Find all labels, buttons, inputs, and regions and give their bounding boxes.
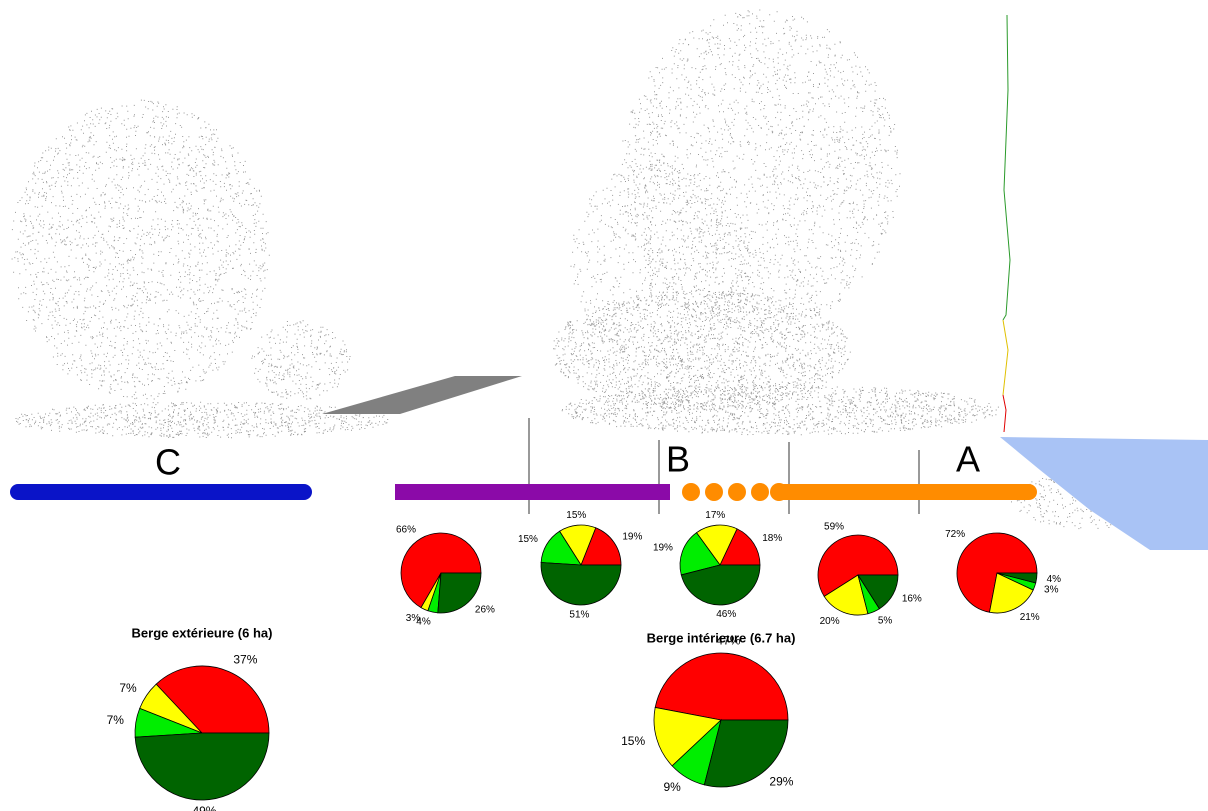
pie-slice bbox=[653, 706, 722, 767]
zone-label: B bbox=[666, 439, 690, 480]
pie-label: 16% bbox=[902, 594, 922, 605]
pie-slice bbox=[540, 562, 622, 606]
pie-label: 18% bbox=[762, 533, 782, 544]
pie-label: 17% bbox=[705, 510, 725, 521]
dot bbox=[770, 483, 788, 501]
pie-slice bbox=[400, 532, 482, 609]
pie-slice bbox=[823, 574, 869, 616]
pie-slice bbox=[989, 572, 1034, 614]
point-cloud bbox=[11, 9, 1190, 530]
pie-label: 37% bbox=[233, 653, 257, 667]
pie-label: 29% bbox=[769, 775, 793, 789]
pie-label: 15% bbox=[566, 510, 586, 521]
pie-slice bbox=[817, 534, 899, 597]
pie-slice bbox=[437, 572, 482, 614]
pie-label: 20% bbox=[820, 616, 840, 627]
pie-slice bbox=[654, 652, 789, 721]
pie-slice bbox=[680, 564, 761, 606]
pie-label: 19% bbox=[622, 532, 642, 543]
pie-label: 3% bbox=[406, 613, 421, 624]
pie-slice bbox=[679, 532, 721, 576]
road bbox=[322, 376, 522, 414]
zone-label: C bbox=[155, 442, 181, 483]
dot bbox=[705, 483, 723, 501]
pie-label: 9% bbox=[663, 780, 681, 794]
water bbox=[1000, 437, 1208, 550]
dot bbox=[682, 483, 700, 501]
pie-label: 4% bbox=[416, 617, 431, 628]
pie-slice bbox=[857, 574, 899, 610]
transition-dots bbox=[682, 483, 788, 501]
pie-label: 5% bbox=[878, 616, 893, 627]
pie-label: 15% bbox=[621, 734, 645, 748]
pie-label: 21% bbox=[1020, 612, 1040, 623]
profile-green bbox=[1002, 14, 1011, 321]
dot bbox=[751, 483, 769, 501]
pie-slice bbox=[719, 528, 761, 566]
pie-label: 46% bbox=[716, 609, 736, 620]
pie-label: 59% bbox=[824, 522, 844, 533]
pie-label: 15% bbox=[518, 534, 538, 545]
pie-label: 7% bbox=[119, 681, 137, 695]
pie-slice bbox=[155, 665, 270, 734]
pie-slice bbox=[703, 719, 789, 788]
pie-label: 66% bbox=[396, 524, 416, 535]
pie-slice bbox=[580, 527, 622, 566]
pie-slice bbox=[134, 732, 270, 801]
dot bbox=[728, 483, 746, 501]
pie-label: 49% bbox=[192, 804, 216, 811]
pie-slice bbox=[996, 572, 1038, 584]
pie-label: 26% bbox=[475, 604, 495, 615]
pie-label: 4% bbox=[1047, 574, 1062, 585]
cloud-points bbox=[11, 9, 1190, 530]
pie-title: Berge extérieure (6 ha) bbox=[132, 625, 273, 640]
pie-slice bbox=[695, 524, 738, 566]
pie-label: 72% bbox=[945, 529, 965, 540]
pie-label: 3% bbox=[1044, 585, 1059, 596]
zone-label: A bbox=[956, 439, 980, 480]
pie-title: Berge intérieure (6.7 ha) bbox=[647, 630, 796, 645]
profile-yellow bbox=[1002, 319, 1009, 396]
profile-red bbox=[1002, 394, 1007, 433]
pie-label: 19% bbox=[653, 543, 673, 554]
pie-label: 7% bbox=[107, 713, 125, 727]
pie-label: 47% bbox=[716, 634, 740, 648]
pie-label: 51% bbox=[569, 610, 589, 621]
